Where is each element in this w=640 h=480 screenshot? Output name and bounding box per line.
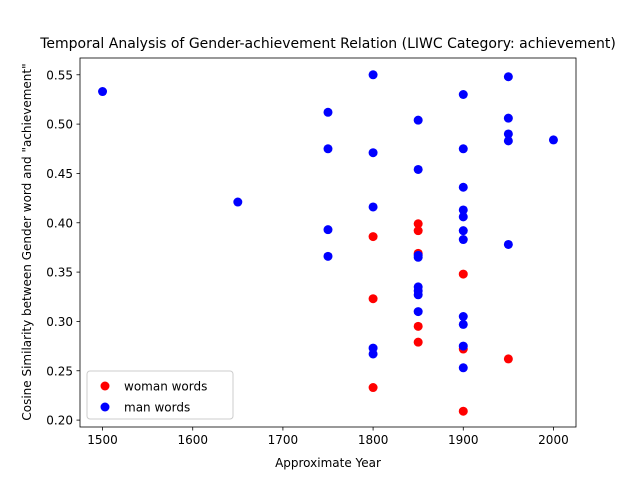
data-point (368, 70, 378, 80)
data-point (458, 406, 468, 416)
y-tick-label: 0.30 (46, 315, 73, 329)
x-axis-label: Approximate Year (275, 456, 381, 470)
chart-title: Temporal Analysis of Gender-achievement … (39, 36, 616, 52)
data-point (458, 90, 468, 100)
x-tick-label: 1700 (268, 433, 299, 447)
data-point (413, 252, 423, 262)
data-point (458, 319, 468, 329)
data-point (458, 311, 468, 321)
legend-marker (100, 402, 110, 412)
y-tick-label: 0.20 (46, 414, 73, 428)
axes-frame (79, 57, 577, 428)
data-point (458, 205, 468, 215)
data-point (413, 115, 423, 125)
data-point (368, 148, 378, 158)
data-point (368, 294, 378, 304)
series-1 (98, 70, 558, 373)
data-point (233, 197, 243, 207)
data-point (548, 135, 558, 145)
data-point (323, 225, 333, 235)
data-point (368, 383, 378, 393)
data-point (503, 129, 513, 139)
y-tick-label: 0.55 (46, 68, 73, 82)
data-point (368, 202, 378, 212)
x-tick-label: 1600 (177, 433, 208, 447)
legend-label: man words (124, 401, 190, 415)
data-point (413, 290, 423, 300)
y-axis-label: Cosine Similarity between Gender word an… (20, 63, 34, 420)
y-tick-label: 0.50 (46, 118, 73, 132)
data-point (458, 226, 468, 236)
data-point (458, 341, 468, 351)
y-tick-label: 0.40 (46, 216, 73, 230)
series-0 (368, 219, 513, 416)
legend-box (86, 370, 234, 420)
y-tick-label: 0.45 (46, 167, 73, 181)
legend-marker (100, 381, 110, 391)
data-point (413, 164, 423, 174)
data-point (413, 307, 423, 317)
x-tick-label: 1900 (448, 433, 479, 447)
legend-label: woman words (124, 380, 207, 394)
y-tick-label: 0.35 (46, 266, 73, 280)
data-point (323, 107, 333, 117)
data-point (323, 251, 333, 261)
data-point (458, 144, 468, 154)
y-tick-label: 0.25 (46, 364, 73, 378)
data-point (458, 235, 468, 245)
data-point (503, 113, 513, 123)
x-tick-label: 2000 (538, 433, 569, 447)
data-point (458, 269, 468, 279)
data-point (98, 87, 108, 97)
data-point (413, 226, 423, 236)
data-point (503, 239, 513, 249)
data-point (368, 232, 378, 242)
x-tick-label: 1500 (87, 433, 118, 447)
data-point (458, 182, 468, 192)
data-point (413, 219, 423, 229)
data-point (413, 321, 423, 331)
data-point (503, 72, 513, 82)
x-tick-label: 1800 (358, 433, 389, 447)
data-point (368, 349, 378, 359)
data-point (458, 363, 468, 373)
data-point (323, 144, 333, 154)
plot-area: 1500 1600 1700 1800 1900 2000 0.20 0.25 0.30 0.35… (46, 57, 577, 447)
data-point (458, 212, 468, 222)
legend: woman words man words (86, 370, 234, 420)
data-point (413, 337, 423, 347)
data-point (503, 136, 513, 146)
data-point (503, 354, 513, 364)
